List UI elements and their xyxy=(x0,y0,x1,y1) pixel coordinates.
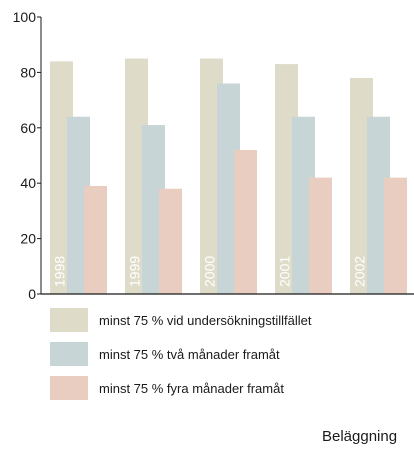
bar-2001-series-2 xyxy=(309,177,332,294)
y-tick-label: 20 xyxy=(20,231,36,247)
legend-swatch-0 xyxy=(50,308,88,332)
bar-2000-series-2 xyxy=(234,149,257,294)
category-label-2000: 2000 xyxy=(202,256,218,287)
bar-1999-series-2 xyxy=(159,188,182,294)
legend: minst 75 % vid undersökningstillfället m… xyxy=(50,308,311,410)
bar-1998-series-2 xyxy=(84,185,107,294)
legend-label-2: minst 75 % fyra månader framåt xyxy=(99,380,284,396)
y-tick-label: 0 xyxy=(28,286,36,300)
legend-label-1: minst 75 % två månader framåt xyxy=(99,346,280,362)
y-tick-label: 80 xyxy=(20,64,36,80)
legend-swatch-1 xyxy=(50,342,88,366)
category-label-1998: 1998 xyxy=(52,256,68,287)
bar-2002-series-2 xyxy=(384,177,407,294)
legend-label-0: minst 75 % vid undersökningstillfället xyxy=(99,312,312,328)
y-tick-label: 40 xyxy=(20,175,36,191)
legend-item-1: minst 75 % två månader framåt xyxy=(50,342,311,366)
category-label-1999: 1999 xyxy=(127,256,143,287)
footer-text: Beläggning xyxy=(322,428,398,445)
y-tick-label: 100 xyxy=(13,9,37,25)
y-tick-label: 60 xyxy=(20,120,36,136)
legend-swatch-2 xyxy=(50,376,88,400)
legend-item-0: minst 75 % vid undersökningstillfället xyxy=(50,308,311,332)
legend-item-2: minst 75 % fyra månader framåt xyxy=(50,376,311,400)
bar-chart: 0 20 40 60 80 100 1998 1999 2000 2001 2002 xyxy=(13,9,414,300)
category-label-2002: 2002 xyxy=(352,256,368,287)
category-label-2001: 2001 xyxy=(277,256,293,287)
